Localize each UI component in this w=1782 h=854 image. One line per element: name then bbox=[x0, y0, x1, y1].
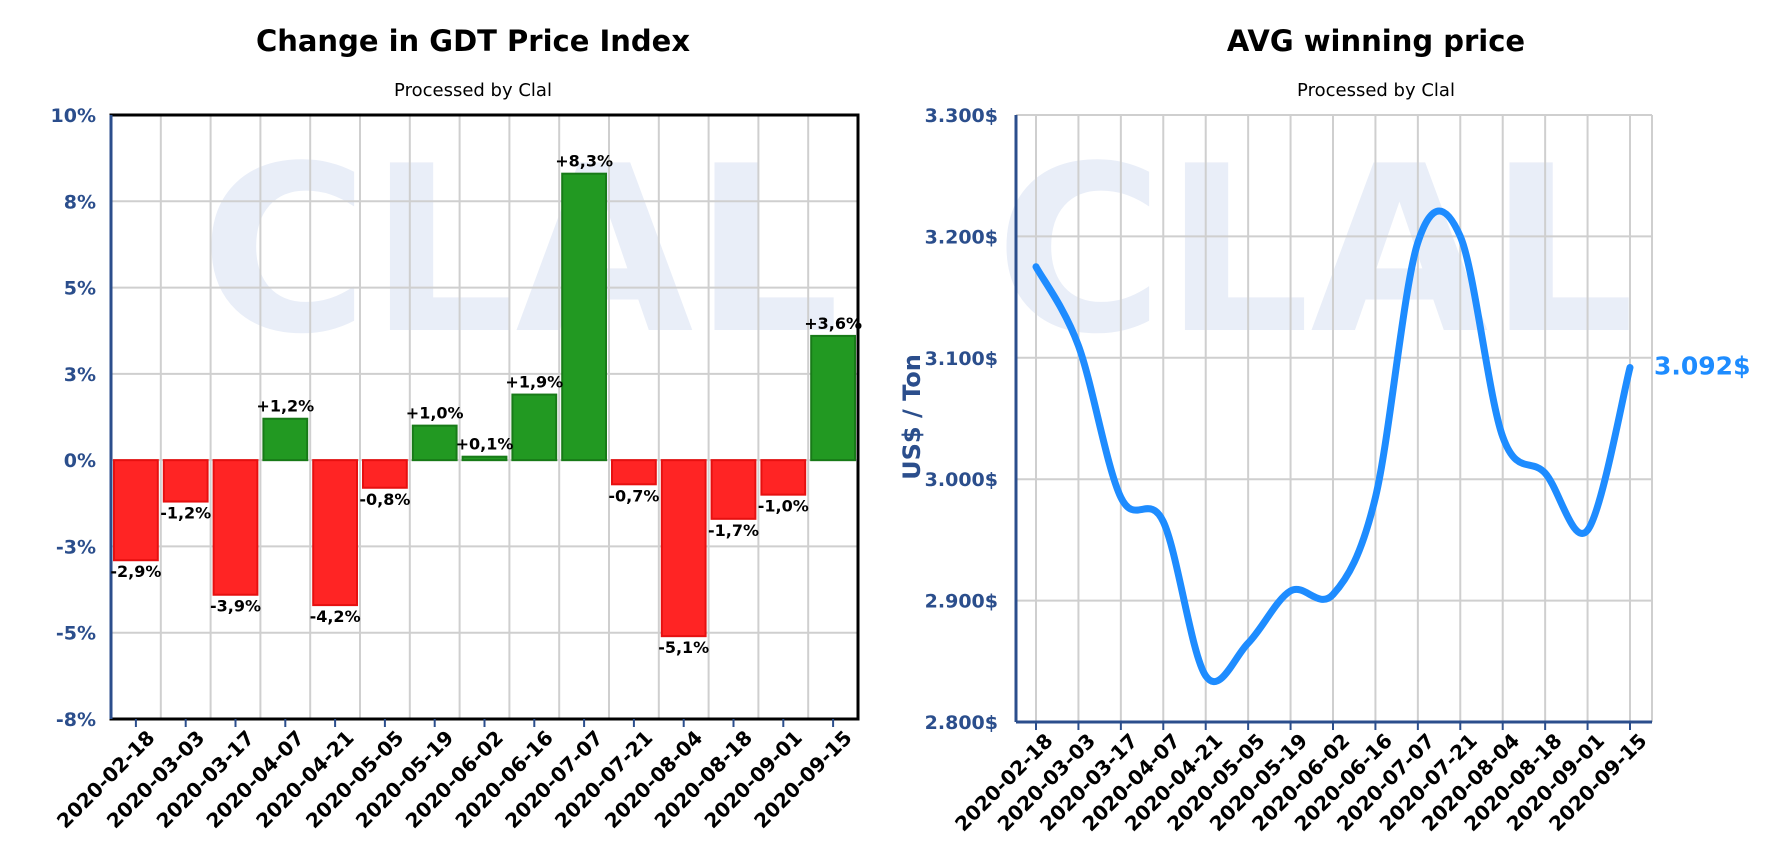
y-tick-label: 8% bbox=[64, 191, 96, 213]
line-chart-title: AVG winning price bbox=[1227, 24, 1525, 58]
y-tick-label: 10% bbox=[51, 105, 96, 127]
bar-data-label: -0,8% bbox=[359, 490, 410, 509]
bar bbox=[312, 459, 359, 607]
bar bbox=[411, 424, 458, 462]
y-tick-label: 2.900$ bbox=[925, 591, 998, 613]
bar bbox=[262, 417, 309, 462]
line-chart-y-axis-title: US$ / Ton bbox=[898, 354, 926, 480]
y-tick-label: 0% bbox=[64, 450, 96, 472]
y-tick-label: -8% bbox=[56, 709, 96, 731]
bar-chart-y-axis: -8% -5% -3% 0% 3% 5% 8% 10% bbox=[51, 105, 96, 731]
y-tick-label: 3.000$ bbox=[925, 469, 998, 491]
bar-data-label: -1,0% bbox=[758, 497, 809, 516]
line-chart-y-axis: 2.800$ 2.900$ 3.000$ 3.100$ 3.200$ 3.300$ bbox=[925, 105, 998, 734]
bar-data-label: +0,1% bbox=[456, 435, 514, 454]
y-tick-label: 3.100$ bbox=[925, 348, 998, 370]
bar-chart-subtitle: Processed by Clal bbox=[394, 80, 552, 101]
y-tick-label: 2.800$ bbox=[925, 712, 998, 734]
bar-data-label: -3,9% bbox=[210, 597, 261, 616]
bar-data-label: -1,2% bbox=[160, 504, 211, 523]
y-tick-label: -5% bbox=[56, 623, 96, 645]
bar-data-label: +1,0% bbox=[406, 404, 464, 423]
bar bbox=[362, 459, 408, 489]
line-chart-watermark: CLAL bbox=[995, 118, 1635, 385]
line-chart: AVG winning price Processed by Clal CLAL… bbox=[898, 24, 1750, 836]
y-tick-label: -3% bbox=[56, 536, 96, 558]
bar bbox=[810, 334, 857, 462]
bar-data-label: -1,7% bbox=[708, 521, 759, 540]
y-tick-label: 3.200$ bbox=[925, 226, 998, 248]
bar-series bbox=[113, 172, 857, 638]
bar bbox=[162, 459, 209, 503]
bar-data-label: +3,6% bbox=[804, 314, 862, 333]
bar bbox=[710, 459, 757, 520]
bar-data-label: -4,2% bbox=[310, 607, 361, 626]
bar bbox=[760, 459, 807, 496]
bar-chart-grid bbox=[109, 113, 860, 721]
bar bbox=[660, 459, 707, 638]
bar bbox=[561, 172, 608, 462]
bar bbox=[212, 459, 259, 596]
y-tick-label: 3.300$ bbox=[925, 105, 998, 127]
y-tick-label: 3% bbox=[64, 364, 96, 386]
bar-data-label: +8,3% bbox=[555, 152, 613, 171]
line-chart-x-axis: 2020-02-182020-03-032020-03-172020-04-07… bbox=[950, 722, 1652, 836]
bar-data-label: +1,9% bbox=[505, 373, 563, 392]
bar-data-labels: -2,9% -1,2% -3,9% +1,2% -4,2% -0,8% +1,0% +0,1%… bbox=[110, 152, 862, 657]
price-series-line bbox=[1032, 207, 1634, 685]
last-value-label: 3.092$ bbox=[1654, 352, 1750, 381]
bar-chart-title: Change in GDT Price Index bbox=[256, 24, 690, 58]
bar bbox=[511, 393, 558, 462]
bar bbox=[113, 459, 159, 562]
bar-data-label: -2,9% bbox=[110, 562, 161, 581]
bar-chart: Change in GDT Price Index Processed by C… bbox=[51, 24, 862, 833]
bar bbox=[611, 459, 657, 486]
bar-data-label: +1,2% bbox=[256, 397, 314, 416]
bar-data-label: -5,1% bbox=[658, 638, 709, 657]
bar bbox=[461, 455, 508, 462]
line-chart-subtitle: Processed by Clal bbox=[1297, 80, 1455, 101]
y-tick-label: 5% bbox=[64, 278, 96, 300]
bar-chart-watermark: CLAL bbox=[200, 118, 840, 385]
bar-data-label: -0,7% bbox=[608, 486, 659, 505]
bar-chart-x-axis: 2020-02-182020-03-032020-03-172020-04-07… bbox=[52, 719, 857, 833]
